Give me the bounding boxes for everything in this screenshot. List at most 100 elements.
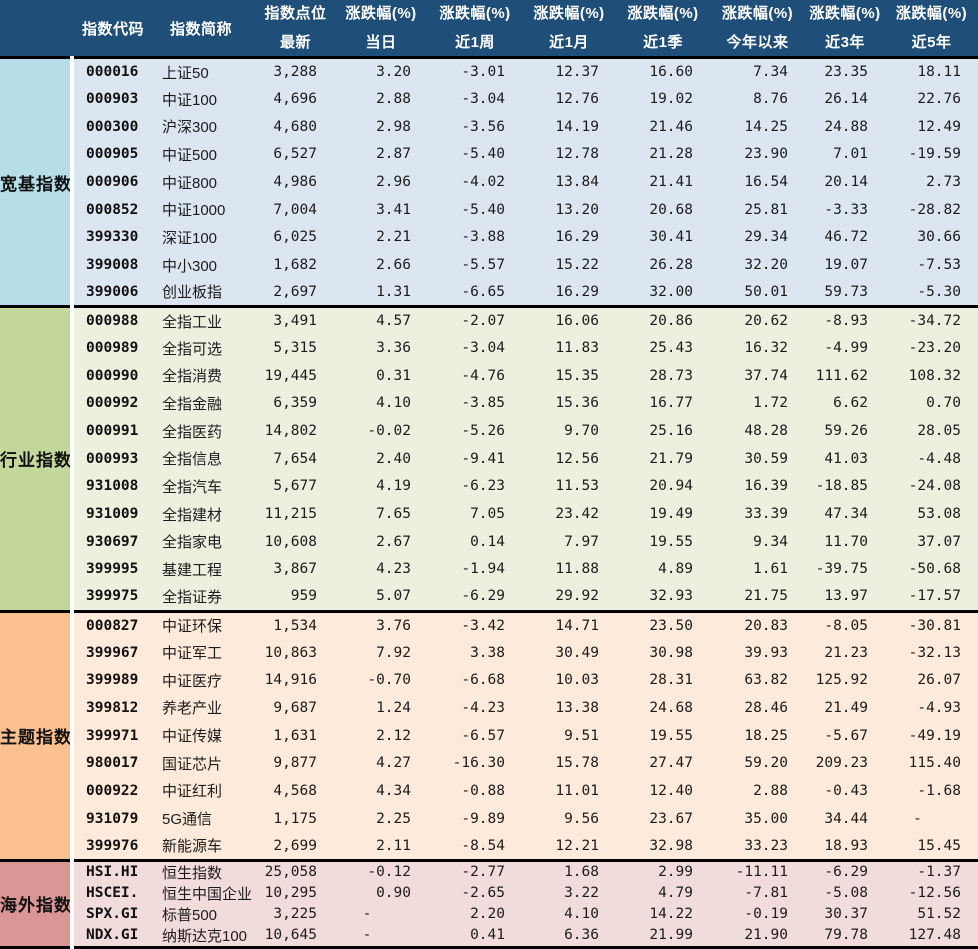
table-row: HSCEI. 恒生中国企业 10,295 0.90 -2.65 3.22 4.79 -7.81… bbox=[0, 882, 978, 904]
value-cell: 59.73 bbox=[824, 283, 868, 300]
value-cell: 7,654 bbox=[273, 450, 317, 467]
value-cell: 14,802 bbox=[264, 423, 317, 440]
value-cell: 23.50 bbox=[649, 617, 693, 634]
index-name: 标普500 bbox=[162, 906, 218, 924]
table-row: SPX.GI 标普500 3,225 - 2.20 4.10 14.22 -0.19 30.37… bbox=[0, 903, 978, 925]
index-name: 养老产业 bbox=[162, 700, 223, 718]
value-cell: 19.02 bbox=[649, 91, 693, 107]
value-cell: 5,315 bbox=[273, 340, 317, 357]
table-row: 000906 中证800 4,986 2.96 -4.02 13.84 21.41 16.54… bbox=[0, 168, 978, 196]
value-cell: 20.14 bbox=[824, 174, 868, 191]
index-code: 399967 bbox=[86, 644, 139, 661]
index-code: 399995 bbox=[86, 561, 139, 578]
value-cell: 2.73 bbox=[926, 174, 961, 191]
value-cell: 59.20 bbox=[744, 755, 788, 772]
value-cell: 16.32 bbox=[744, 340, 788, 357]
value-cell: 21.49 bbox=[824, 699, 868, 716]
index-code: 000989 bbox=[86, 340, 139, 357]
value-cell: 1.24 bbox=[376, 699, 411, 716]
value-cell: 24.68 bbox=[649, 699, 693, 716]
value-cell: 12.37 bbox=[555, 64, 599, 81]
value-cell: 35.00 bbox=[744, 810, 788, 827]
value-cell: 26.07 bbox=[917, 672, 961, 689]
value-cell: 28.73 bbox=[649, 367, 693, 384]
value-cell: 16.29 bbox=[555, 283, 599, 300]
value-cell: 23.90 bbox=[744, 146, 788, 163]
value-cell: 10,608 bbox=[264, 533, 317, 550]
index-name: 全指消费 bbox=[162, 368, 223, 386]
index-name: 中证环保 bbox=[162, 618, 223, 636]
change-label: 涨跌幅(%) bbox=[345, 5, 417, 22]
value-cell: -5.26 bbox=[461, 423, 505, 440]
value-cell: 37.07 bbox=[917, 533, 961, 550]
value-cell: -8.54 bbox=[461, 837, 505, 854]
value-cell: 1,682 bbox=[273, 257, 317, 274]
value-cell: 0.70 bbox=[926, 395, 961, 412]
value-cell: 3,288 bbox=[273, 64, 317, 81]
table-row: 000903 中证100 4,696 2.88 -3.04 12.76 19.02 8.76 2… bbox=[0, 85, 978, 113]
index-name: 纳斯达克100 bbox=[162, 927, 248, 945]
table-row: 000991 全指医药 14,802 -0.02 -5.26 9.70 25.16 48.28… bbox=[0, 417, 978, 445]
value-cell: -5.40 bbox=[461, 201, 505, 218]
value-cell: 59.26 bbox=[824, 423, 868, 440]
value-cell: 7,004 bbox=[273, 201, 317, 218]
value-cell: 9.34 bbox=[753, 533, 788, 550]
value-cell: - bbox=[913, 810, 922, 827]
col-header-quarter: 涨跌幅(%) 近1季 bbox=[616, 0, 710, 59]
table-row: 000989 全指可选 5,315 3.36 -3.04 11.83 25.43 16.32 -… bbox=[0, 334, 978, 362]
value-cell: -18.85 bbox=[815, 478, 868, 495]
table-row: 000852 中证1000 7,004 3.41 -5.40 13.20 20.68 25.8… bbox=[0, 195, 978, 224]
index-code: 000992 bbox=[86, 395, 139, 412]
value-cell: 3.36 bbox=[376, 340, 411, 357]
index-name: 5G通信 bbox=[162, 811, 213, 829]
value-cell: -12.56 bbox=[908, 885, 961, 902]
col-header-month: 涨跌幅(%) 近1月 bbox=[522, 0, 616, 59]
value-cell: -6.65 bbox=[461, 283, 505, 300]
value-cell: -7.81 bbox=[744, 885, 788, 902]
value-cell: 4,680 bbox=[273, 118, 317, 135]
index-code: 399330 bbox=[86, 229, 139, 246]
index-name: 中证100 bbox=[162, 91, 218, 109]
value-cell: -8.93 bbox=[824, 313, 868, 330]
value-cell: -34.72 bbox=[908, 313, 961, 330]
value-cell: 18.25 bbox=[744, 727, 788, 744]
value-cell: -3.04 bbox=[461, 340, 505, 357]
value-cell: 29.92 bbox=[555, 588, 599, 605]
index-code: 000990 bbox=[86, 367, 139, 384]
index-code: 000993 bbox=[86, 450, 139, 467]
value-cell: 21.75 bbox=[744, 588, 788, 605]
value-cell: 23.35 bbox=[824, 64, 868, 81]
value-cell: 2.87 bbox=[376, 146, 411, 163]
index-name: 中证1000 bbox=[162, 202, 226, 220]
value-cell: 16.77 bbox=[649, 395, 693, 412]
value-cell: 14.25 bbox=[744, 118, 788, 135]
period-label: 近1季 bbox=[643, 34, 683, 51]
value-cell: 21.99 bbox=[649, 927, 693, 944]
value-cell: 11.83 bbox=[555, 340, 599, 357]
index-code: 000905 bbox=[86, 146, 139, 163]
value-cell: 125.92 bbox=[815, 672, 868, 689]
value-cell: 28.31 bbox=[649, 672, 693, 689]
value-cell: 33.23 bbox=[744, 837, 788, 854]
value-cell: 3,225 bbox=[273, 906, 317, 923]
value-cell: -1.94 bbox=[461, 561, 505, 578]
index-code: 000852 bbox=[86, 201, 139, 218]
index-code: 000300 bbox=[86, 118, 139, 135]
value-cell: -50.68 bbox=[908, 561, 961, 578]
value-cell: 21.23 bbox=[824, 644, 868, 661]
table-row: 930697 全指家电 10,608 2.67 0.14 7.97 19.55 9.34 11.… bbox=[0, 527, 978, 556]
index-code: 000922 bbox=[86, 782, 139, 799]
value-cell: -4.93 bbox=[917, 699, 961, 716]
col-header-name: 指数简称 bbox=[160, 0, 257, 59]
value-cell: 4,986 bbox=[273, 174, 317, 191]
value-cell: 11.88 bbox=[555, 561, 599, 578]
index-name: 恒生指数 bbox=[162, 864, 223, 882]
value-cell: 4.10 bbox=[564, 906, 599, 923]
value-cell: 7.01 bbox=[833, 146, 868, 163]
table-row: 980017 国证芯片 9,877 4.27 -16.30 15.78 27.47 59.20… bbox=[0, 749, 978, 778]
value-cell: 20.68 bbox=[649, 201, 693, 218]
period-label: 近1周 bbox=[455, 34, 495, 51]
value-cell: -30.81 bbox=[908, 617, 961, 634]
value-cell: 1.68 bbox=[564, 864, 599, 881]
value-cell: 10.03 bbox=[555, 672, 599, 689]
